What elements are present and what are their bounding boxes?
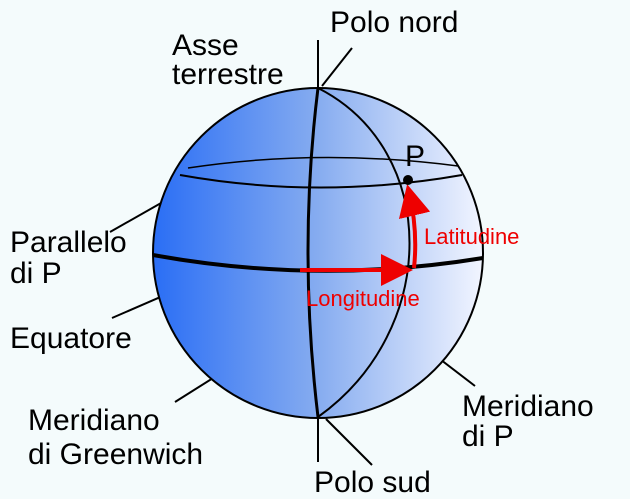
label: Polo sud <box>314 466 431 499</box>
label: Meridiano <box>28 404 160 437</box>
label: Equatore <box>10 322 132 355</box>
label: Meridiano <box>462 390 594 423</box>
label: Latitudine <box>424 224 519 249</box>
label: di P <box>462 420 514 453</box>
label: di Greenwich <box>28 438 203 471</box>
label: terrestre <box>172 58 284 91</box>
globe <box>153 88 483 418</box>
globe-diagram: Asse terrestre Polo nord P Latitudine Pa… <box>0 0 630 499</box>
label: di P <box>10 257 62 290</box>
label: Longitudine <box>306 286 420 311</box>
label: Polo nord <box>330 6 458 39</box>
label: P <box>405 140 425 173</box>
point-p <box>403 175 413 185</box>
label: Parallelo <box>10 226 127 259</box>
